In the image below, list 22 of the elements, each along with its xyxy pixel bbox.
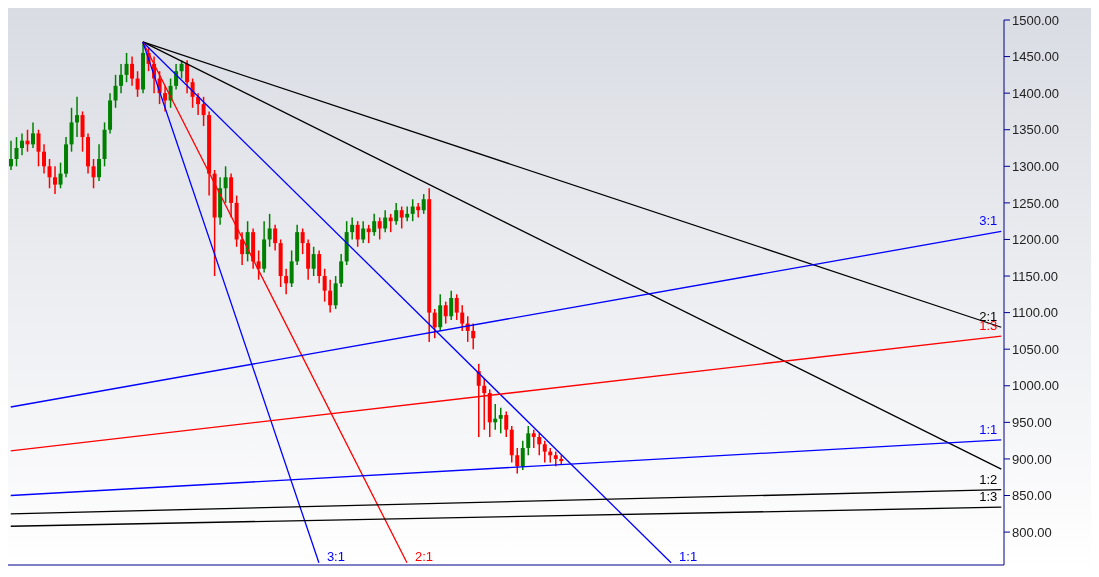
series-label: 1:1 [679,548,698,564]
y-tick-label: 1200.00 [1012,232,1059,248]
y-tick-label: 1400.00 [1012,85,1059,101]
y-tick-label: 1000.00 [1012,378,1059,394]
y-tick-label: 1300.00 [1012,158,1059,174]
y-tick-label: 1450.00 [1012,49,1059,65]
y-tick-label: 1050.00 [1012,341,1059,357]
y-tick-label: 950.00 [1012,414,1052,430]
y-tick-label: 1150.00 [1012,268,1059,284]
series-label: 1:1 [979,421,998,437]
y-tick-label: 1350.00 [1012,122,1059,138]
y-tick-label: 1100.00 [1012,305,1059,321]
series-label: 3:1 [979,213,998,229]
series-label: 3:1 [326,548,345,564]
series-label: 2:1 [414,548,434,564]
series-label: 1:3 [979,489,998,505]
y-tick-label: 850.00 [1012,488,1052,504]
series-label: 1:2 [979,471,998,487]
y-tick-label: 1250.00 [1012,195,1059,211]
y-tick-label: 1500.00 [1012,12,1059,28]
y-tick-label: 800.00 [1012,524,1052,540]
y-tick-label: 900.00 [1012,451,1052,467]
